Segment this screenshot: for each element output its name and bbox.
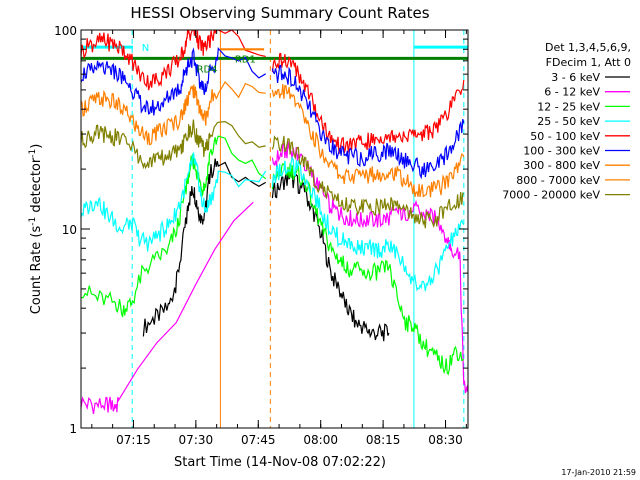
legend-label-300-800-kev: 300 - 800 keV xyxy=(523,159,600,172)
chart-title: HESSI Observing Summary Count Rates xyxy=(130,4,429,22)
x-tick-label-07-30: 07:30 xyxy=(179,433,214,447)
y-axis-label: Count Rate (s-1 detector-1) xyxy=(28,144,44,315)
plot-frame xyxy=(80,29,469,429)
y-axis-label-sup-2: -1 xyxy=(28,149,38,158)
x-axis-ticks: 07:15 07:30 07:45 08:00 08:15 08:30 xyxy=(91,30,467,447)
series-line-25-50-kev xyxy=(81,152,465,292)
legend-label-50-100-kev: 50 - 100 keV xyxy=(530,130,600,143)
legend-label-6-12-kev: 6 - 12 keV xyxy=(544,86,600,99)
series-line-300-800-kev xyxy=(81,81,465,198)
legend-label-25-50-kev: 25 - 50 keV xyxy=(537,115,600,128)
y-axis-ticks: 1 10 100 xyxy=(54,24,468,436)
timestamp: 17-Jan-2010 21:59 xyxy=(561,468,636,477)
legend-label-800-7000-kev: 800 - 7000 keV xyxy=(516,174,600,187)
y-axis-label-end: ) xyxy=(29,144,44,149)
y-axis-label-mid: detector xyxy=(29,157,44,217)
series-line-12-25-kev xyxy=(81,135,464,376)
x-tick-label-07-45: 07:45 xyxy=(241,433,276,447)
plot-area xyxy=(81,30,468,428)
x-tick-label-08-30: 08:30 xyxy=(428,433,463,447)
y-axis-label-sup-1: -1 xyxy=(28,217,38,226)
x-tick-label-07-15: 07:15 xyxy=(116,433,151,447)
annotation-rd1: RD1 xyxy=(235,54,256,65)
y-tick-label-10: 10 xyxy=(62,223,77,237)
y-axis-label-main: Count Rate (s xyxy=(29,226,44,315)
annotation-n: N xyxy=(142,43,149,54)
series-line-50-100-kev xyxy=(81,30,465,154)
y-tick-label-1: 1 xyxy=(69,422,77,436)
x-tick-label-08-00: 08:00 xyxy=(303,433,338,447)
legend: Det 1,3,4,5,6,9, FDecim 1, Att 0 xyxy=(545,41,631,69)
annotation-rd4: RD4 xyxy=(197,65,218,76)
legend-label-100-300-kev: 100 - 300 keV xyxy=(523,145,600,158)
x-axis-label: Start Time (14-Nov-08 07:02:22) xyxy=(174,455,386,470)
legend-label-7000-20000-kev: 7000 - 20000 keV xyxy=(502,189,600,202)
legend-header-2: FDecim 1, Att 0 xyxy=(546,56,631,69)
series-line-100-300-kev xyxy=(81,46,465,180)
series-line-7000-20000-kev xyxy=(81,119,465,229)
y-tick-label-100: 100 xyxy=(54,24,77,38)
legend-header-1: Det 1,3,4,5,6,9, xyxy=(545,41,631,54)
legend-label-3-6-kev: 3 - 6 keV xyxy=(551,71,600,84)
legend-label-12-25-kev: 12 - 25 keV xyxy=(537,100,600,113)
x-tick-label-08-15: 08:15 xyxy=(366,433,401,447)
